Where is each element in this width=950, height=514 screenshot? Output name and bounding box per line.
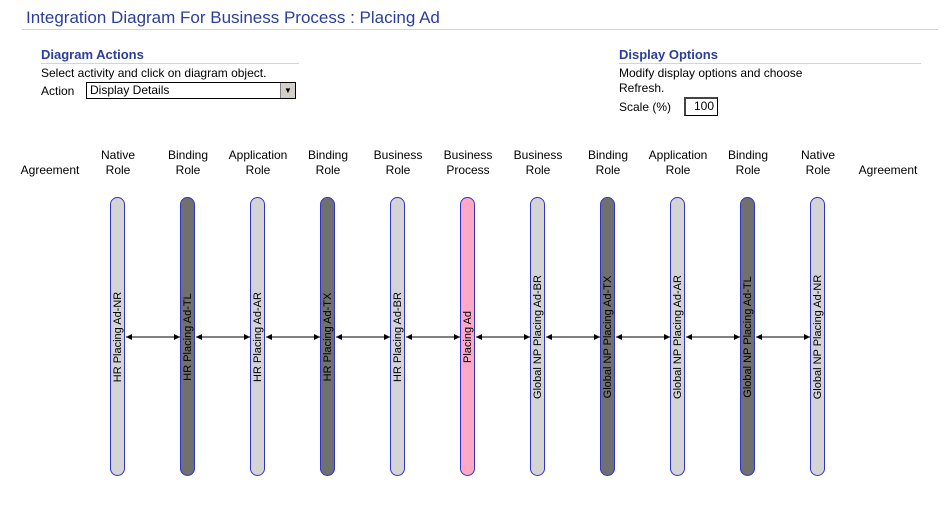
column-header-line2: Role xyxy=(525,163,551,177)
lane-role[interactable]: HR Placing Ad-NR xyxy=(110,197,125,476)
connector-arrow xyxy=(546,334,600,340)
lane-role[interactable]: Global NP Placing Ad-AR xyxy=(670,197,685,476)
connector-arrow xyxy=(196,334,250,340)
lane-process[interactable]: Placing Ad xyxy=(460,197,475,476)
column-header-line2: Role xyxy=(385,163,411,177)
column-header-line2: Role xyxy=(805,163,831,177)
column-header-line1: Native xyxy=(100,148,135,162)
column-header-line2: Role xyxy=(175,163,201,177)
display-options-title: Display Options xyxy=(619,47,718,62)
column-header-line1: Application xyxy=(228,148,288,162)
lane-role[interactable]: HR Placing Ad-BR xyxy=(390,197,405,476)
column-header-line1: Binding xyxy=(307,148,349,162)
display-options-instruction-line2: Refresh. xyxy=(619,81,665,95)
column-header: Agreement xyxy=(843,163,933,178)
column-header: Binding Role xyxy=(703,148,793,178)
column-header-line2: Role xyxy=(595,163,621,177)
connector-arrow xyxy=(756,334,810,340)
connector-arrow xyxy=(336,334,390,340)
connector-arrow xyxy=(476,334,530,340)
column-header: Business Role xyxy=(493,148,583,178)
connector-arrow xyxy=(616,334,670,340)
column-header: Application Role xyxy=(633,148,723,178)
column-header: Binding Role xyxy=(143,148,233,178)
display-options-instruction-line1: Modify display options and choose xyxy=(619,66,803,80)
column-header-line2: Agreement xyxy=(20,163,80,177)
connector-arrow xyxy=(126,334,180,340)
column-header-line2: Role xyxy=(245,163,271,177)
lane-role[interactable]: Global NP Placing Ad-BR xyxy=(530,197,545,476)
display-options-divider xyxy=(619,63,921,64)
column-header: Native Role xyxy=(73,148,163,178)
lane-binding[interactable]: HR Placing Ad-TL xyxy=(180,197,195,476)
column-header: Native Role xyxy=(773,148,863,178)
action-select-value: Display Details xyxy=(90,83,170,97)
chevron-down-icon[interactable]: ▼ xyxy=(280,83,295,98)
column-header-line1: Business xyxy=(373,148,423,162)
action-select[interactable]: Display Details ▼ xyxy=(86,82,296,99)
scale-label: Scale (%) xyxy=(619,100,672,114)
connector-arrow xyxy=(686,334,740,340)
column-header: Business Process xyxy=(423,148,513,178)
page-title: Integration Diagram For Business Process… xyxy=(26,8,440,27)
connector-arrow xyxy=(266,334,320,340)
lane-binding[interactable]: Global NP Placing Ad-TL xyxy=(740,197,755,476)
column-header-line2: Role xyxy=(735,163,761,177)
column-header-line2: Role xyxy=(315,163,341,177)
column-header-line1: Business xyxy=(513,148,563,162)
column-header: Agreement xyxy=(5,163,95,178)
column-header-line1: Binding xyxy=(587,148,629,162)
column-header-line2: Process xyxy=(446,163,490,177)
column-header-line2: Role xyxy=(105,163,131,177)
diagram-actions-instruction: Select activity and click on diagram obj… xyxy=(41,66,267,80)
column-header: Business Role xyxy=(353,148,443,178)
diagram-actions-divider xyxy=(41,63,299,64)
column-header: Binding Role xyxy=(563,148,653,178)
lane-binding[interactable]: Global NP Placing Ad-TX xyxy=(600,197,615,476)
lane-binding[interactable]: HR Placing Ad-TX xyxy=(320,197,335,476)
column-header-line1: Application xyxy=(648,148,708,162)
column-header-line2: Agreement xyxy=(858,163,918,177)
diagram-actions-title: Diagram Actions xyxy=(41,47,144,62)
column-header-line2: Role xyxy=(665,163,691,177)
column-header-line1: Business xyxy=(443,148,493,162)
action-label: Action xyxy=(41,84,75,98)
column-header-line1: Binding xyxy=(167,148,209,162)
column-header-line1: Binding xyxy=(727,148,769,162)
connector-arrow xyxy=(406,334,460,340)
scale-input[interactable]: 100 xyxy=(684,97,718,116)
column-header-line1: Native xyxy=(800,148,835,162)
lane-role[interactable]: HR Placing Ad-AR xyxy=(250,197,265,476)
column-header: Application Role xyxy=(213,148,303,178)
lane-role[interactable]: Global NP Placing Ad-NR xyxy=(810,197,825,476)
column-header: Binding Role xyxy=(283,148,373,178)
title-divider xyxy=(22,29,938,30)
